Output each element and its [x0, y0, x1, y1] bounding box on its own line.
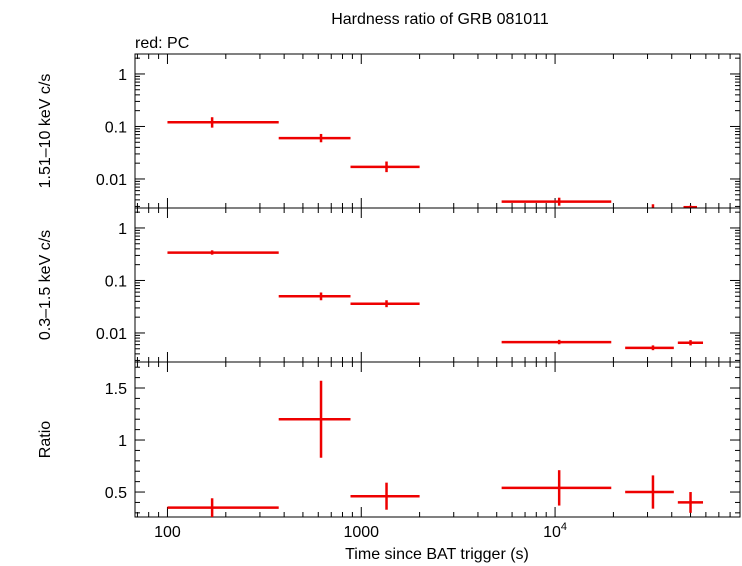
- panel-hard-data-point: [167, 117, 279, 128]
- panel-soft-y-tick-label: 1: [118, 221, 127, 238]
- panel-soft-frame: [134, 207, 741, 363]
- panel-ratio-data-point: [501, 470, 612, 506]
- panel-soft-data-point: [677, 340, 704, 346]
- panel-hard-y-axis-label: 1.51–10 keV c/s: [37, 74, 54, 189]
- panel-soft-y-tick-label: 0.1: [105, 273, 127, 290]
- panel-hard-data-point: [350, 161, 420, 173]
- panel-ratio-data-point: [350, 482, 420, 510]
- x-tick-label: 1000: [343, 524, 379, 541]
- panel-hard-data-point: [278, 133, 351, 143]
- panel-hard-y-tick-label: 0.1: [105, 119, 127, 136]
- panel-soft-data-point: [350, 300, 420, 308]
- panel-ratio-y-tick-label: 1.5: [105, 381, 127, 398]
- panel-soft-y-tick-label: 0.01: [96, 326, 127, 343]
- panel-hard-y-tick-label: 1: [118, 67, 127, 84]
- panel-soft-y-axis-label: 0.3–1.5 keV c/s: [37, 230, 54, 340]
- panel-ratio-data-point: [278, 380, 351, 458]
- chart-subtitle: red: PC: [135, 35, 189, 52]
- panel-ratio-y-tick-label: 0.5: [105, 485, 127, 502]
- panel-ratio-y-axis-label: Ratio: [37, 421, 54, 458]
- x-tick-label: 104: [543, 521, 567, 541]
- panel-soft-data-point: [278, 292, 351, 301]
- plot-area: 1 0.1 0.01 1.51–10 keV c/s 1 0.1 0.01 0.3–1.5 k…: [37, 53, 741, 541]
- panel-ratio-frame: [134, 361, 741, 518]
- x-tick-label: 100: [154, 524, 181, 541]
- panel-soft-data-point: [167, 250, 279, 255]
- panel-ratio-data-point: [167, 498, 279, 517]
- panel-hard-frame: [134, 53, 741, 209]
- panel-ratio-data-point: [625, 475, 674, 509]
- panel-soft-data-point: [625, 345, 674, 351]
- panel-ratio-y-tick-label: 1: [118, 433, 127, 450]
- panel-hard-y-tick-label: 0.01: [96, 172, 127, 189]
- panel-soft-data-point: [501, 339, 612, 345]
- panel-ratio-data-point: [677, 492, 704, 513]
- x-axis-label: Time since BAT trigger (s): [345, 546, 529, 563]
- chart-title: Hardness ratio of GRB 081011: [331, 11, 549, 28]
- panel-hard-data-point: [501, 197, 612, 206]
